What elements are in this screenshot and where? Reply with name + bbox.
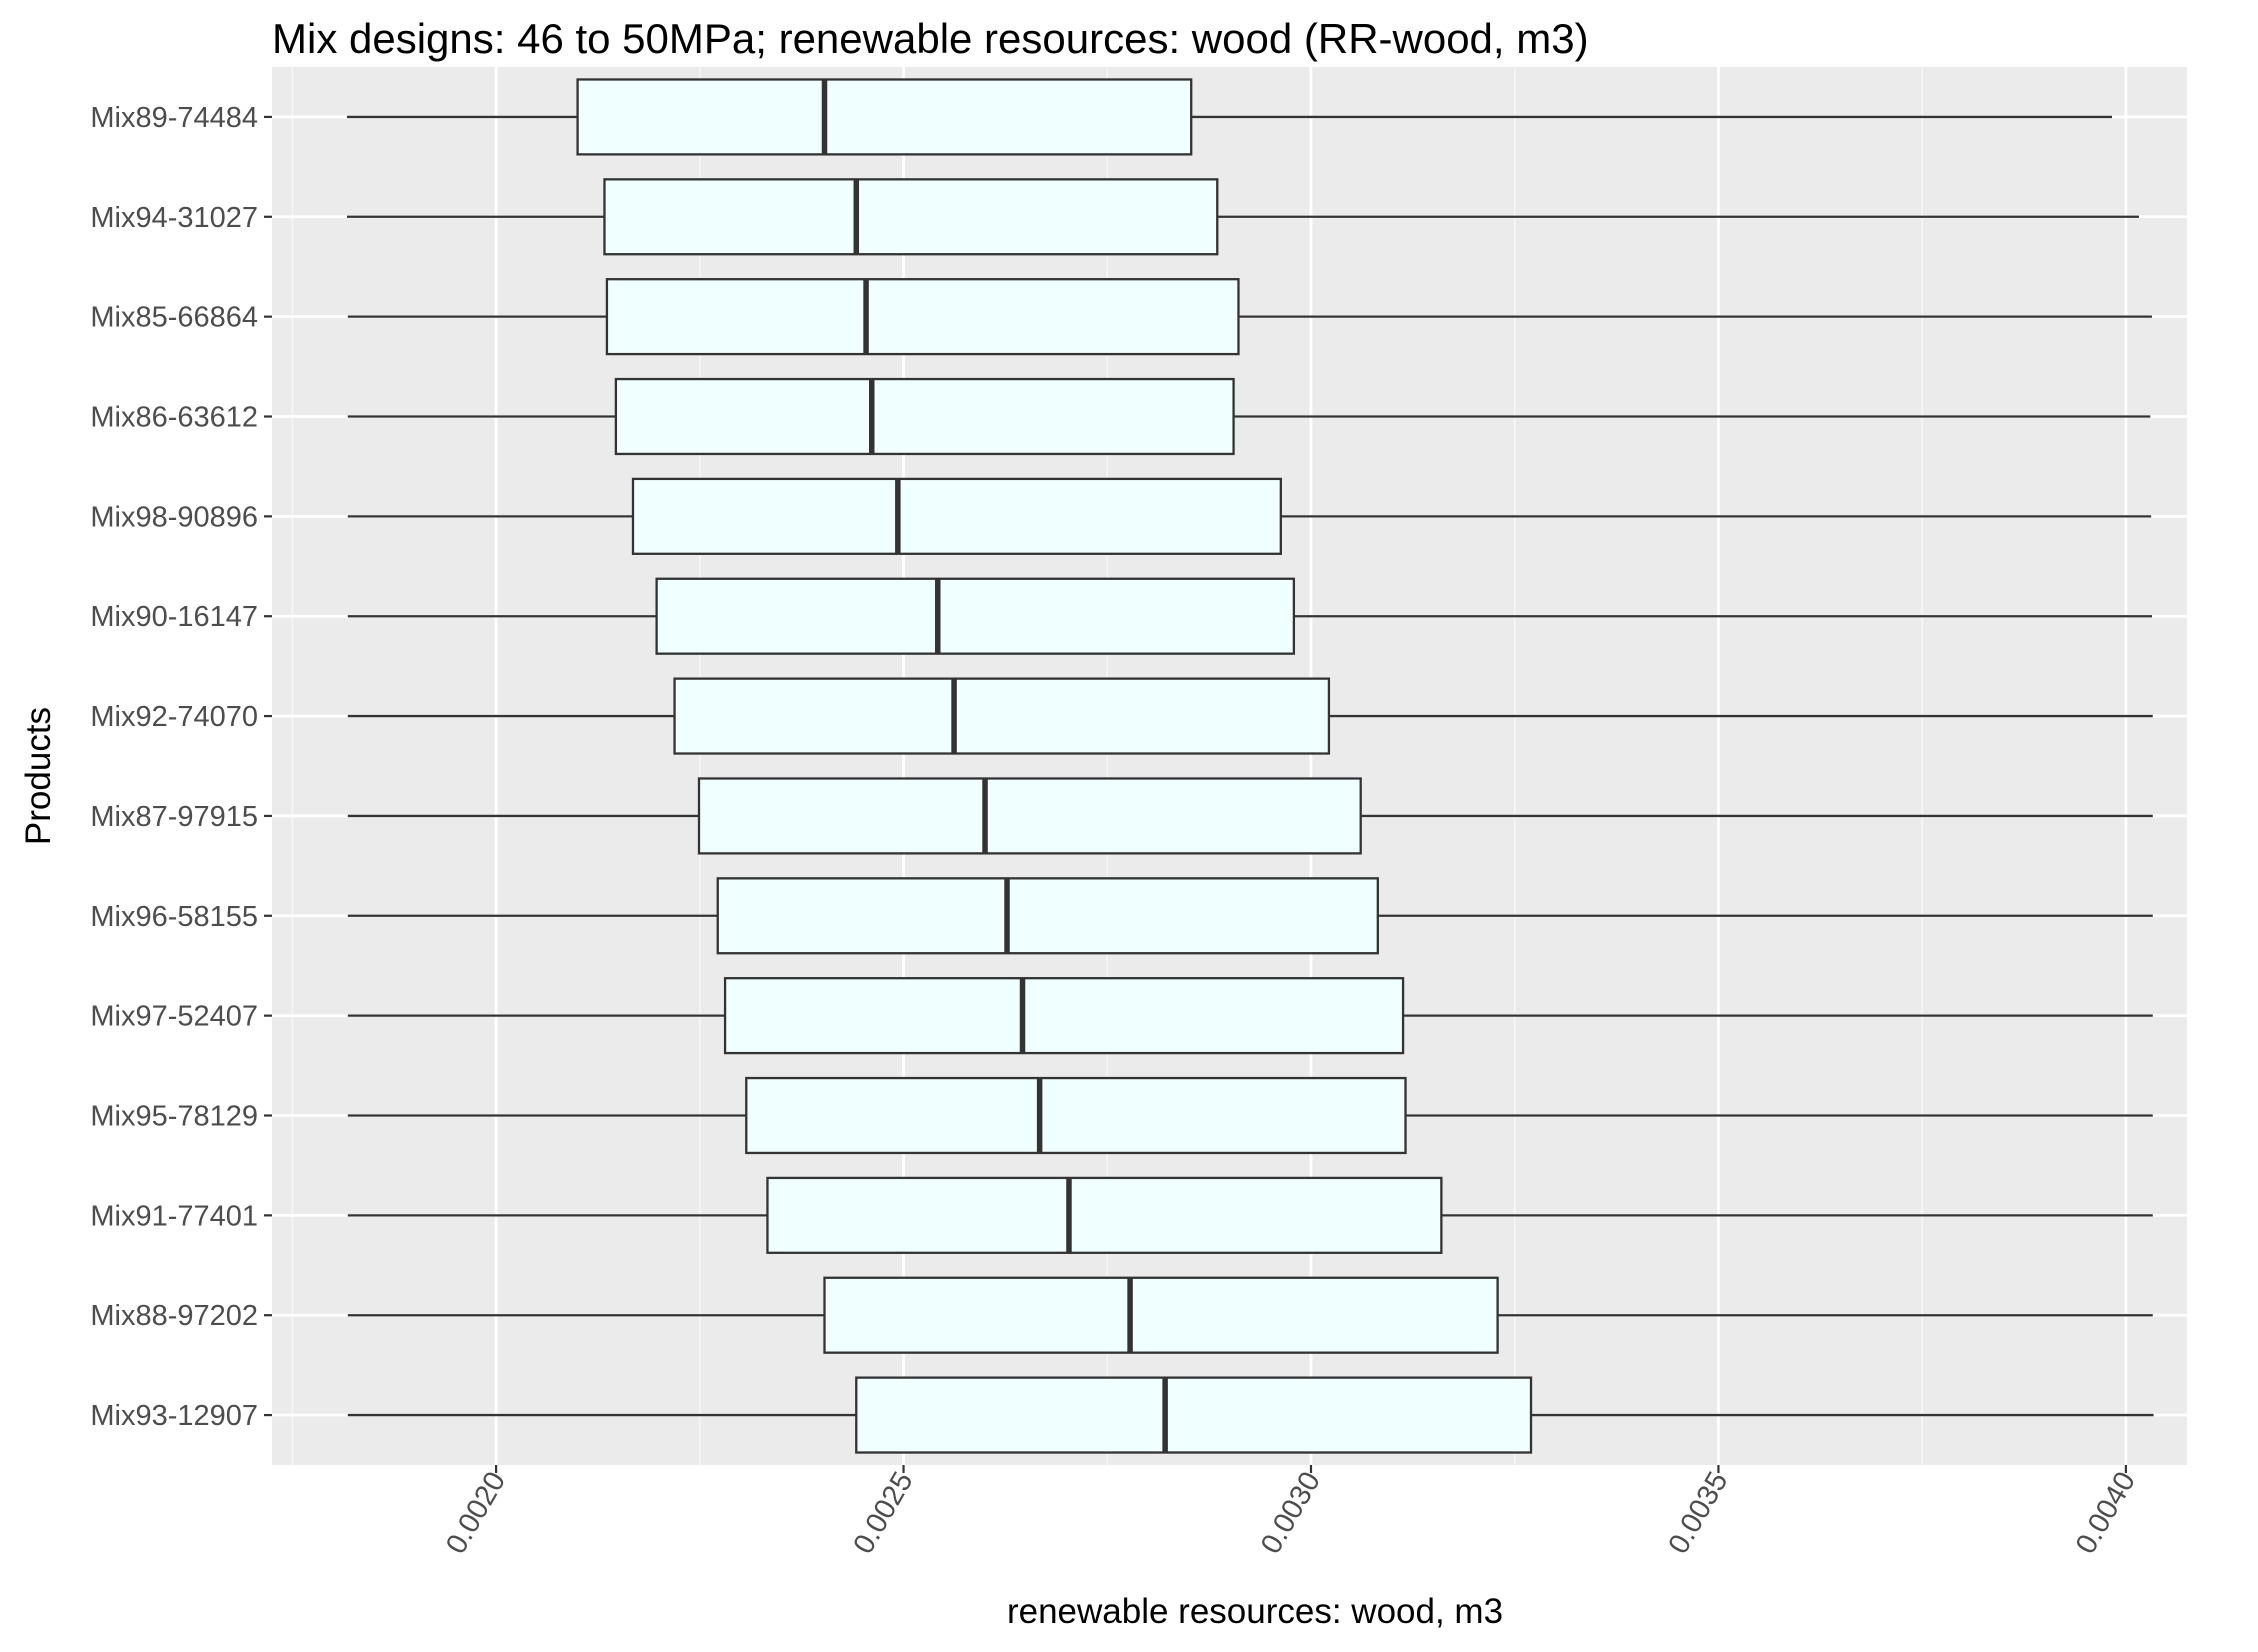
y-tick-label: Mix89-74484	[90, 102, 258, 134]
box-Mix89-74484	[346, 78, 2113, 156]
box-Mix88-97202	[347, 1276, 2153, 1354]
iqr-box	[823, 1276, 1499, 1354]
iqr-box	[745, 1076, 1407, 1155]
iqr-box	[766, 1176, 1443, 1254]
y-tick-label: Mix91-77401	[90, 1200, 258, 1232]
y-tick-label: Mix97-52407	[90, 1001, 258, 1033]
plot-panel	[272, 67, 2187, 1465]
iqr-box	[716, 877, 1379, 955]
box-Mix96-58155	[347, 877, 2153, 955]
box-Mix90-16147	[347, 577, 2152, 655]
y-tick-label: Mix90-16147	[90, 601, 258, 633]
iqr-box	[631, 477, 1282, 555]
y-tick-label: Mix92-74070	[90, 701, 258, 733]
y-tick-label: Mix96-58155	[90, 901, 258, 933]
iqr-box	[655, 577, 1296, 655]
y-tick-label: Mix94-31027	[90, 202, 258, 234]
iqr-box	[723, 977, 1405, 1055]
box-Mix87-97915	[347, 777, 2153, 855]
box-Mix86-63612	[347, 377, 2151, 456]
box-Mix85-66864	[347, 278, 2152, 356]
y-axis-title: Products	[19, 707, 58, 845]
box-Mix91-77401	[347, 1176, 2153, 1254]
box-Mix94-31027	[346, 178, 2139, 256]
y-axis: Mix89-74484 Mix94-31027 Mix85-66864 Mix86-6…	[90, 102, 272, 1432]
x-axis-title: renewable resources: wood, m3	[1007, 1592, 1503, 1631]
y-tick-label: Mix85-66864	[90, 302, 258, 334]
iqr-box	[697, 777, 1362, 855]
y-tick-label: Mix87-97915	[90, 801, 258, 833]
iqr-box	[605, 278, 1240, 356]
iqr-box	[614, 377, 1235, 456]
box-Mix97-52407	[347, 977, 2153, 1055]
y-tick-label: Mix88-97202	[90, 1300, 258, 1332]
y-tick-label: Mix93-12907	[90, 1400, 258, 1432]
iqr-box	[855, 1376, 1533, 1454]
boxes-layer	[346, 78, 2154, 1454]
box-Mix95-78129	[347, 1076, 2153, 1155]
y-tick-label: Mix95-78129	[90, 1101, 258, 1133]
box-Mix93-12907	[347, 1376, 2154, 1454]
iqr-box	[673, 677, 1331, 755]
box-Mix92-74070	[347, 677, 2153, 755]
chart-title: Mix designs: 46 to 50MPa; renewable reso…	[272, 15, 1589, 62]
box-Mix98-90896	[347, 477, 2152, 555]
y-tick-label: Mix86-63612	[90, 402, 258, 434]
iqr-box	[603, 178, 1219, 256]
iqr-box	[576, 78, 1193, 156]
y-tick-label: Mix98-90896	[90, 501, 258, 533]
